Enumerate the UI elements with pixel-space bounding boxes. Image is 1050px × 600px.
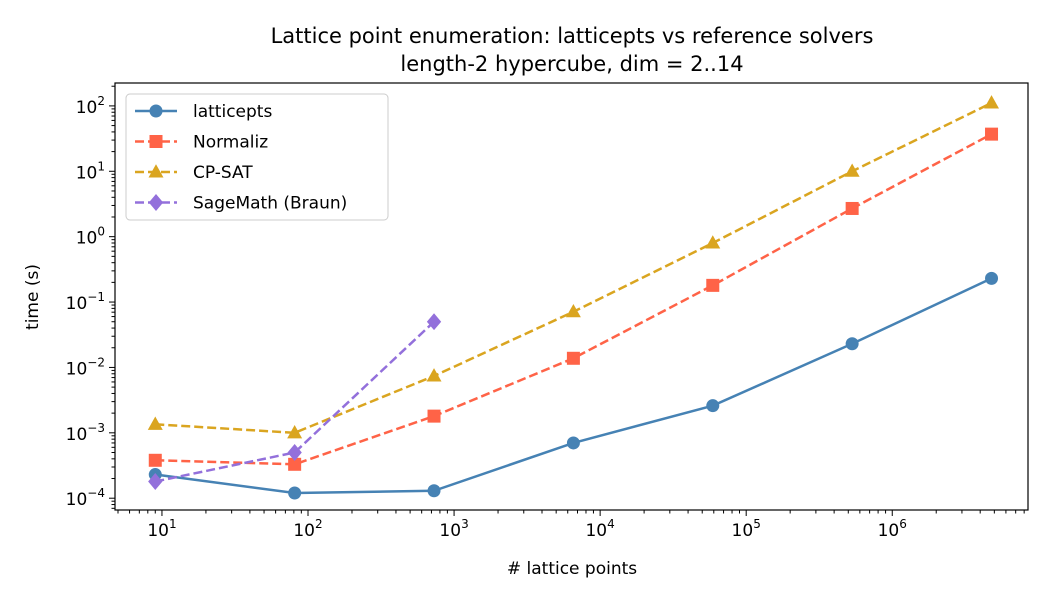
x-tick-label: 102	[293, 517, 322, 541]
data-point	[287, 425, 303, 439]
legend-marker	[148, 164, 164, 178]
legend: latticepts Normaliz CP-SAT SageMath (Braun)	[125, 93, 389, 221]
x-tick-label: 104	[585, 517, 614, 541]
data-point	[147, 416, 163, 430]
y-tick-label: 10−4	[66, 486, 105, 510]
x-axis-label: # lattice points	[507, 559, 637, 579]
legend-marker	[149, 104, 163, 118]
y-tick-label: 100	[76, 225, 105, 249]
x-tick-label: 105	[732, 517, 761, 541]
data-point	[566, 351, 580, 365]
legend-label: Normaliz	[193, 133, 268, 153]
y-tick-label: 101	[76, 159, 105, 183]
chart-title: Lattice point enumeration: latticepts vs…	[271, 24, 874, 48]
chart-subtitle: length-2 hypercube, dim = 2..14	[400, 52, 743, 76]
data-point	[706, 399, 720, 413]
data-point	[148, 473, 163, 490]
legend-entry: latticepts	[135, 102, 272, 122]
data-point	[566, 436, 580, 450]
x-tick-label: 101	[147, 517, 176, 541]
data-point	[705, 235, 721, 249]
data-point	[148, 453, 162, 467]
legend-box	[125, 93, 389, 221]
series-cp-sat	[147, 95, 1000, 439]
y-tick-label: 10−1	[66, 290, 105, 314]
series-normaliz	[148, 127, 999, 471]
axes-frame	[114, 82, 1029, 511]
legend-entry: SageMath (Braun)	[135, 194, 347, 214]
legend-marker	[149, 135, 163, 148]
x-tick-label: 106	[878, 517, 907, 541]
legend-entry: CP-SAT	[135, 163, 253, 183]
y-tick-label: 10−2	[66, 355, 105, 379]
series-latticepts	[148, 271, 999, 500]
data-point	[845, 337, 859, 351]
x-tick-label: 103	[439, 517, 468, 541]
plot-area	[147, 95, 1000, 500]
data-point	[426, 368, 442, 382]
series-sagemath-braun-	[148, 313, 442, 490]
data-point	[706, 278, 720, 292]
axes: 101 102 103 104 105 106 10−4 10−3 10−2 10−1 100 101…	[66, 82, 1029, 541]
y-tick-label: 102	[76, 94, 105, 118]
data-point	[426, 313, 442, 331]
data-point	[985, 127, 999, 141]
data-point	[985, 271, 999, 285]
data-point	[287, 444, 302, 461]
series-line	[155, 320, 435, 483]
data-point	[845, 201, 859, 215]
data-point	[427, 484, 441, 498]
data-point	[288, 486, 302, 500]
y-tick-label: 10−3	[66, 421, 105, 445]
legend-label: CP-SAT	[193, 163, 253, 183]
legend-label: latticepts	[193, 102, 272, 122]
data-point	[288, 457, 302, 471]
legend-marker	[148, 194, 164, 211]
data-point	[427, 409, 441, 423]
y-axis-label: time (s)	[23, 264, 43, 330]
legend-label: SageMath (Braun)	[193, 194, 347, 214]
data-point	[844, 163, 860, 177]
data-point	[984, 95, 1000, 109]
data-point	[565, 303, 581, 318]
legend-entry: Normaliz	[135, 133, 268, 153]
